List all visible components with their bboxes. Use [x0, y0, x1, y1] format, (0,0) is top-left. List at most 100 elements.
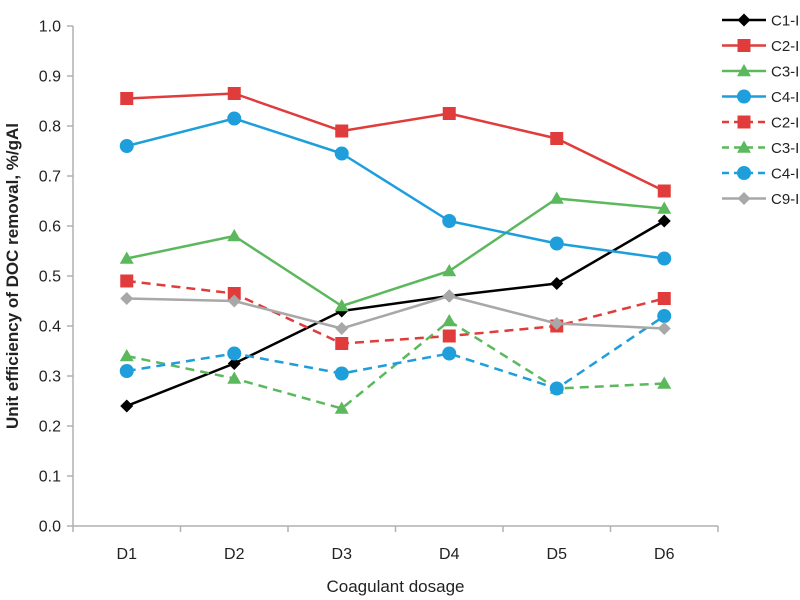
legend-label: C4-II [771, 166, 800, 183]
data-point-c4-i [549, 236, 564, 251]
data-point-c2-ii [657, 292, 671, 305]
legend-swatch-marker [737, 140, 751, 153]
data-point-c1-i [120, 399, 134, 413]
data-point-c4-ii [119, 364, 134, 378]
data-point-c4-i [227, 111, 242, 126]
data-point-c1-i [227, 357, 241, 370]
data-point-c4-ii [334, 366, 349, 381]
x-tick-label: D3 [332, 546, 353, 563]
x-tick-label: D4 [439, 546, 460, 563]
data-point-c4-ii [549, 381, 564, 396]
data-point-c1-i [657, 214, 671, 228]
series-c4-ii [119, 309, 672, 396]
data-point-c3-i [227, 229, 242, 242]
y-axis-title: Unit efficiency of DOC removal, %/gAl [3, 123, 22, 429]
data-point-c9-ii [550, 317, 564, 330]
data-point-c3-ii [442, 314, 457, 327]
legend-label: C3-II [771, 140, 800, 157]
legend-label: C3-I [771, 64, 799, 81]
legend: C1-I C2-I C3-I C4-I C2-II C3-II C4-II C9-II [722, 13, 800, 208]
legend-swatch-marker [737, 166, 751, 180]
series-c2-i [120, 87, 671, 198]
data-point-c2-i [335, 124, 349, 138]
x-tick-label: D1 [117, 546, 138, 563]
y-tick-label: 0.9 [39, 69, 61, 86]
legend-item-c9-ii: C9-II [722, 191, 800, 208]
data-point-c4-i [442, 214, 457, 228]
data-point-c2-i [442, 107, 456, 120]
data-point-c2-i [227, 87, 241, 100]
data-point-c3-i [442, 264, 457, 277]
legend-item-c4-ii: C4-II [722, 166, 800, 183]
data-point-c2-i [550, 132, 564, 145]
y-axis-ticks: 0.0 0.1 0.2 0.3 0.4 0.5 0.6 0.7 0.8 0.9 1.0 [39, 19, 73, 536]
data-point-c2-ii [442, 329, 456, 343]
legend-label: C2-I [771, 38, 799, 55]
legend-swatch-marker [737, 192, 751, 205]
legend-item-c2-ii: C2-II [722, 115, 800, 132]
series-line-c1-i [126, 219, 665, 408]
data-point-c3-ii [334, 401, 349, 414]
y-tick-label: 0.4 [39, 319, 61, 336]
data-point-c9-ii [227, 294, 241, 308]
data-point-c3-ii [227, 371, 242, 384]
series-line-c2-i [126, 92, 665, 193]
y-tick-label: 0.3 [39, 369, 61, 386]
legend-item-c4-i: C4-I [722, 89, 799, 106]
legend-swatch-marker [737, 64, 751, 77]
legend-label: C4-I [771, 89, 799, 106]
y-tick-label: 0.1 [39, 469, 61, 486]
series-line-c4-i [126, 117, 665, 260]
series-c9-ii [120, 289, 671, 335]
series-line-c3-i [126, 197, 665, 308]
legend-item-c3-ii: C3-II [722, 140, 800, 157]
data-point-c3-i [334, 299, 349, 312]
y-tick-label: 0.5 [39, 269, 61, 286]
data-point-c4-i [334, 146, 349, 161]
data-point-c3-ii [119, 349, 134, 362]
data-point-c9-ii [335, 322, 349, 335]
legend-swatch-marker [737, 39, 751, 52]
data-point-c2-ii [120, 274, 134, 288]
series-c3-i [119, 191, 672, 312]
data-point-c3-i [657, 201, 672, 214]
data-point-c9-ii [657, 322, 671, 335]
data-point-c4-ii [657, 309, 672, 323]
data-point-c4-ii [227, 346, 242, 361]
x-tick-label: D6 [654, 546, 675, 563]
series-layer [119, 87, 672, 414]
y-tick-label: 1.0 [39, 19, 61, 36]
series-line-c4-ii [126, 314, 665, 390]
data-point-c4-ii [442, 346, 457, 361]
legend-swatch-marker [737, 115, 751, 129]
x-tick-label: D2 [224, 546, 245, 563]
legend-label: C2-II [771, 115, 800, 132]
data-point-c2-i [120, 92, 134, 105]
legend-label: C1-I [771, 13, 799, 30]
axes [72, 26, 718, 527]
data-point-c2-i [657, 184, 671, 198]
y-tick-label: 0.6 [39, 219, 61, 236]
data-point-c1-i [550, 277, 564, 290]
y-tick-label: 0.7 [39, 169, 61, 186]
legend-swatch-marker [737, 89, 751, 104]
y-tick-label: 0.0 [39, 519, 61, 536]
legend-item-c2-i: C2-I [722, 38, 799, 55]
data-point-c2-ii [227, 287, 241, 300]
x-tick-label: D5 [547, 546, 568, 563]
data-point-c2-ii [335, 337, 349, 350]
data-point-c3-ii [657, 376, 672, 389]
data-point-c9-ii [120, 292, 134, 305]
y-tick-label: 0.8 [39, 119, 61, 136]
series-c4-i [119, 111, 672, 266]
x-axis-title: Coagulant dosage [326, 577, 464, 596]
legend-label: C9-II [771, 191, 800, 208]
x-axis-ticks: D1 D2 D3 D4 D5 D6 [72, 526, 719, 563]
data-point-c3-i [119, 251, 134, 264]
data-point-c4-i [657, 251, 672, 266]
legend-item-c3-i: C3-I [722, 64, 799, 81]
data-point-c9-ii [442, 289, 456, 303]
series-line-c2-ii [126, 279, 665, 345]
legend-swatch-marker [737, 13, 751, 27]
